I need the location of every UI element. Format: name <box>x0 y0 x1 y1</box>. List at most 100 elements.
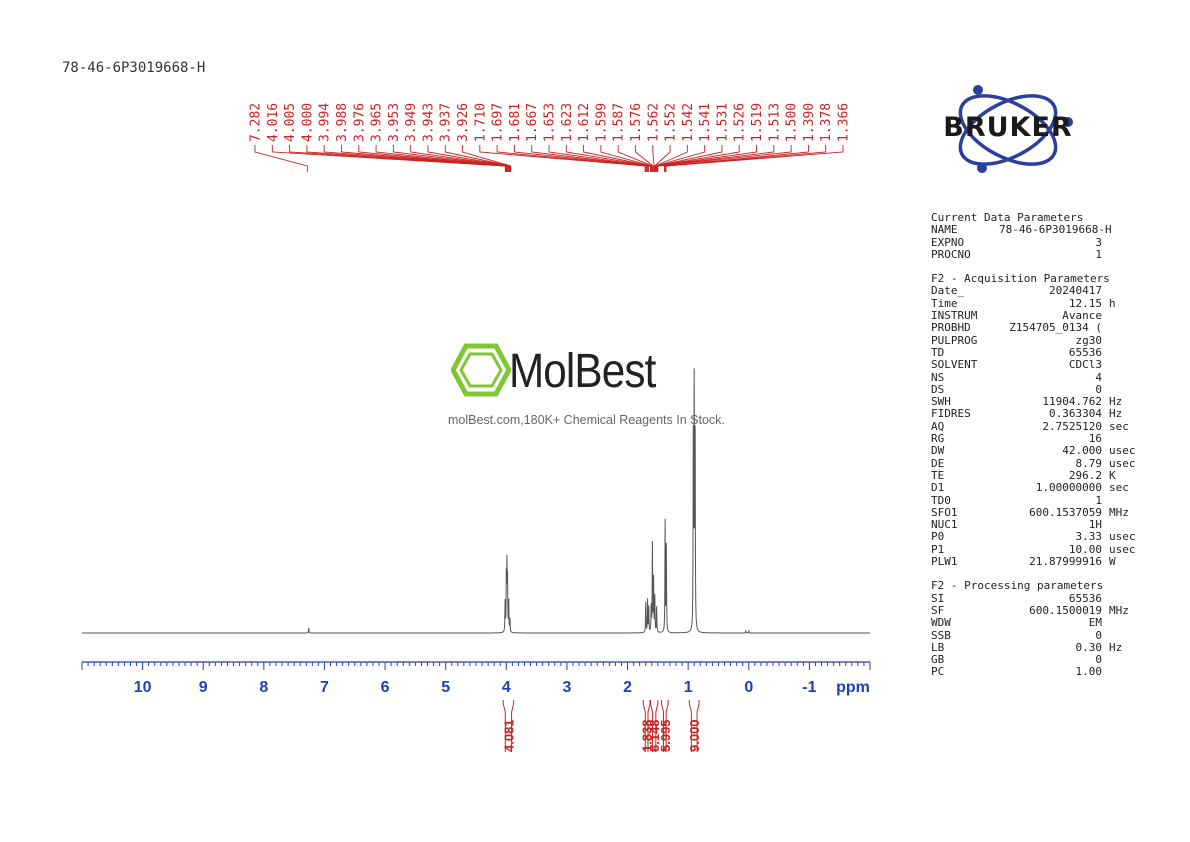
param-unit: Hz <box>1109 640 1123 654</box>
param-row: SF 600.1500019 MHz <box>931 603 1171 617</box>
param-key: PROBHD <box>931 321 971 335</box>
param-key: PULPROG <box>931 333 978 347</box>
param-row: NAME 78-46-6P3019668-H <box>931 223 1171 236</box>
param-key: PROCNO <box>931 247 971 261</box>
param-row: RG 16 <box>931 432 1171 446</box>
peak-label: 3.949 <box>404 103 419 142</box>
peak-connector <box>600 145 653 172</box>
param-unit <box>1102 335 1109 347</box>
atom-orbit-icon <box>958 85 1073 173</box>
param-value: 65536 <box>1068 591 1102 605</box>
param-unit: usec <box>1109 444 1136 458</box>
param-value: 42.000 <box>1062 444 1102 458</box>
param-unit <box>1102 249 1109 261</box>
param-unit <box>1102 384 1109 396</box>
param-row: PROCNO 1 <box>931 247 1171 261</box>
peak-label: 1.531 <box>715 103 730 142</box>
axis-title: ppm <box>836 679 870 696</box>
param-row: PULPROG zg30 <box>931 333 1171 347</box>
param-key: DW <box>931 444 945 458</box>
param-row: SWH 11904.762 Hz <box>931 395 1171 408</box>
peak-connector <box>617 145 654 172</box>
peak-connector <box>657 145 792 172</box>
param-unit <box>1102 285 1109 297</box>
param-key: TD <box>931 345 945 359</box>
param-value: 10.00 <box>1068 542 1102 556</box>
param-value: 4 <box>1095 370 1102 384</box>
param-unit: usec <box>1109 456 1136 470</box>
param-row: TD0 1 <box>931 494 1171 507</box>
peak-label: 3.926 <box>456 103 471 142</box>
param-key: DE <box>931 456 945 470</box>
peak-label: 1.378 <box>819 103 834 142</box>
peak-label: 4.005 <box>283 103 298 142</box>
peak-label: 1.541 <box>698 103 713 142</box>
nmr-spectrum-chart: 7.282 4.016 4.005 4.000 3.994 3.988 3.976 3.965… <box>81 103 871 752</box>
tick-label: 6 <box>381 679 390 696</box>
param-unit <box>1102 433 1109 445</box>
integral-label: 5.995 <box>658 719 673 752</box>
integral-bracket-left <box>688 700 692 752</box>
peak-label: 1.653 <box>543 103 558 142</box>
peak-label: 3.988 <box>335 103 350 142</box>
peak-label: 7.282 <box>249 103 264 142</box>
param-row: P0 3.33 usec <box>931 530 1171 544</box>
param-value: CDCl3 <box>1068 358 1102 372</box>
param-value: 3.33 <box>1075 530 1103 544</box>
integral-label: 1.838 <box>640 719 655 752</box>
param-unit <box>1102 519 1109 531</box>
param-unit <box>1102 372 1109 384</box>
param-row: PLW1 21.87999916 W <box>931 555 1171 568</box>
param-row: P1 10.00 usec <box>931 542 1171 556</box>
tick-label: 1 <box>684 679 693 696</box>
peak-label: 4.016 <box>266 103 281 142</box>
param-row: SFO1 600.1537059 MHz <box>931 505 1171 519</box>
tick-label: 10 <box>134 679 152 696</box>
tick-label: -1 <box>802 679 816 696</box>
param-unit <box>1102 237 1109 249</box>
param-row: EXPNO 3 <box>931 235 1171 249</box>
peak-connector <box>254 145 308 172</box>
peak-label: 1.587 <box>612 103 627 142</box>
peak-label: 1.562 <box>646 103 661 142</box>
param-value: 3 <box>1095 235 1102 249</box>
molbest-caption: molBest.com,180K+ Chemical Reagents In S… <box>448 413 725 427</box>
param-row: TE 296.2 K <box>931 468 1171 482</box>
param-value: Avance <box>1062 309 1102 323</box>
param-value: 0 <box>1095 653 1102 667</box>
param-row: PC 1.00 <box>931 665 1171 679</box>
param-value: 1.00 <box>1075 665 1103 679</box>
param-row: NUC1 1H <box>931 518 1171 531</box>
param-unit <box>1102 322 1109 334</box>
peak-label: 1.710 <box>473 103 488 142</box>
param-row: PROBHD Z154705_0134 ( <box>931 321 1171 335</box>
param-unit <box>1102 359 1109 371</box>
peak-label: 1.552 <box>664 103 679 142</box>
param-unit <box>1102 310 1109 322</box>
peak-connector <box>656 145 775 172</box>
param-key: TE <box>931 468 945 482</box>
param-row: SOLVENT CDCl3 <box>931 358 1171 372</box>
param-value: 2.7525120 <box>1042 419 1102 433</box>
integral-bracket-right <box>655 700 659 752</box>
param-value: 16 <box>1088 432 1102 446</box>
param-row: FIDRES 0.363304 Hz <box>931 408 1171 421</box>
peak-label: 1.667 <box>525 103 540 142</box>
param-key: PC <box>931 665 945 679</box>
param-key: NS <box>931 370 945 384</box>
param-key: AQ <box>931 419 945 433</box>
param-key: SSB <box>931 628 951 642</box>
param-unit: usec <box>1109 530 1136 544</box>
param-key: RG <box>931 432 945 446</box>
param-value: 20240417 <box>1049 284 1102 298</box>
integral-bracket-right <box>511 700 515 752</box>
peak-connector <box>664 145 809 172</box>
peak-label: 3.953 <box>387 103 402 142</box>
peak-label: 3.943 <box>421 103 436 142</box>
param-row: TD 65536 <box>931 345 1171 359</box>
peak-connector <box>513 145 648 172</box>
param-key: GB <box>931 653 945 667</box>
param-unit: MHz <box>1109 505 1129 519</box>
integral-label: 4.081 <box>501 719 516 752</box>
param-unit: MHz <box>1109 603 1129 617</box>
